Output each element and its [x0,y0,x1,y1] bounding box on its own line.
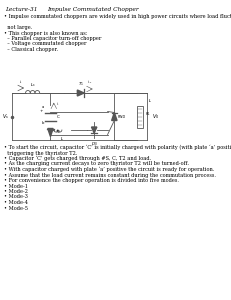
Text: $V_0$: $V_0$ [152,112,159,121]
Text: • Assume that the load current remains constant during the commutation process.: • Assume that the load current remains c… [4,172,216,178]
Text: +: + [39,110,43,113]
Text: • Mode-1: • Mode-1 [4,184,28,188]
Text: – Classical chopper.: – Classical chopper. [4,47,58,52]
Text: • Impulse commutated choppers are widely used in high power circuits where load : • Impulse commutated choppers are widely… [4,14,231,19]
Polygon shape [91,127,97,133]
Text: • To start the circuit, capacitor ‘C’ is initially charged with polarity (with p: • To start the circuit, capacitor ‘C’ is… [4,145,231,150]
Text: $i_{T1}$: $i_{T1}$ [87,78,93,86]
Text: a: a [41,106,43,110]
Text: $V_s$: $V_s$ [2,112,9,121]
Text: • Mode-5: • Mode-5 [4,206,28,211]
Text: – Parallel capacitor turn-off chopper: – Parallel capacitor turn-off chopper [4,36,101,41]
Text: • Capacitor ‘C’ gets charged through #S, C, T2 and load.: • Capacitor ‘C’ gets charged through #S,… [4,156,151,161]
Text: • As the charging current decays to zero thyristor T2 will be turned-off.: • As the charging current decays to zero… [4,161,189,166]
Text: triggering the thyristor T2.: triggering the thyristor T2. [4,151,78,155]
Polygon shape [48,128,53,136]
Text: • This chopper is also known as:: • This chopper is also known as: [4,31,87,35]
Text: $i_c$: $i_c$ [56,101,60,108]
Text: • For convenience the chopper operation is divided into five modes.: • For convenience the chopper operation … [4,178,179,183]
Text: • Mode-4: • Mode-4 [4,200,28,205]
Text: $T_2$: $T_2$ [55,129,61,136]
Text: $R_L$: $R_L$ [145,111,151,118]
Text: $L_s$: $L_s$ [30,81,36,89]
Text: – Voltage commutated chopper: – Voltage commutated chopper [4,41,87,46]
Text: C: C [57,115,60,119]
Text: • With capacitor charged with plate ‘a’ positive the circuit is ready for operat: • With capacitor charged with plate ‘a’ … [4,167,214,172]
Text: Lecture-31: Lecture-31 [5,7,38,12]
Text: $i_s$: $i_s$ [19,78,24,86]
Text: $T_1$: $T_1$ [78,80,84,88]
Text: • Mode-3: • Mode-3 [4,194,28,200]
Text: b: b [41,122,44,125]
Bar [137,106,143,128]
Text: $D_0$: $D_0$ [91,140,97,148]
Text: $L$: $L$ [60,135,64,142]
Polygon shape [77,90,84,96]
Text: not large.: not large. [4,25,32,30]
Text: FWD: FWD [118,115,126,119]
Text: $L$: $L$ [148,98,152,104]
Polygon shape [112,112,117,121]
Text: Impulse Commutated Chopper: Impulse Commutated Chopper [47,7,139,12]
Text: • Mode-2: • Mode-2 [4,189,28,194]
